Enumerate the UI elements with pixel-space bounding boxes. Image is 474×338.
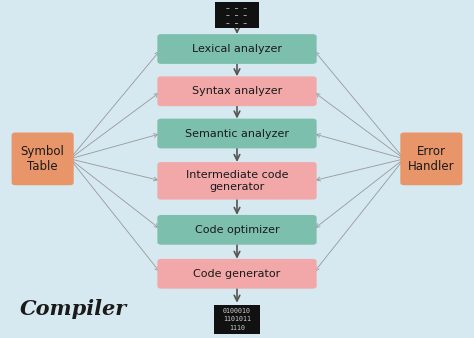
FancyBboxPatch shape <box>157 76 317 106</box>
Text: 0100010: 0100010 <box>223 308 251 314</box>
Text: –  –  –: – – – <box>227 4 247 13</box>
Text: 1110: 1110 <box>229 325 245 331</box>
Text: –  –  –: – – – <box>227 11 247 20</box>
Text: Syntax analyzer: Syntax analyzer <box>192 86 282 96</box>
Text: Symbol
Table: Symbol Table <box>21 145 64 173</box>
FancyBboxPatch shape <box>11 132 73 185</box>
Text: Code optimizer: Code optimizer <box>195 225 279 235</box>
FancyBboxPatch shape <box>400 132 462 185</box>
Text: Compiler: Compiler <box>20 299 127 319</box>
FancyBboxPatch shape <box>213 305 261 334</box>
Text: –  –  –: – – – <box>227 19 247 28</box>
FancyBboxPatch shape <box>157 215 317 245</box>
Text: 1101011: 1101011 <box>223 316 251 322</box>
FancyBboxPatch shape <box>215 2 259 28</box>
FancyBboxPatch shape <box>157 162 317 199</box>
Text: Code generator: Code generator <box>193 269 281 279</box>
Text: Intermediate code
generator: Intermediate code generator <box>186 170 288 192</box>
Text: Semantic analyzer: Semantic analyzer <box>185 128 289 139</box>
FancyBboxPatch shape <box>157 259 317 289</box>
FancyBboxPatch shape <box>157 34 317 64</box>
Text: Lexical analyzer: Lexical analyzer <box>192 44 282 54</box>
FancyBboxPatch shape <box>157 119 317 148</box>
Text: Error
Handler: Error Handler <box>408 145 455 173</box>
